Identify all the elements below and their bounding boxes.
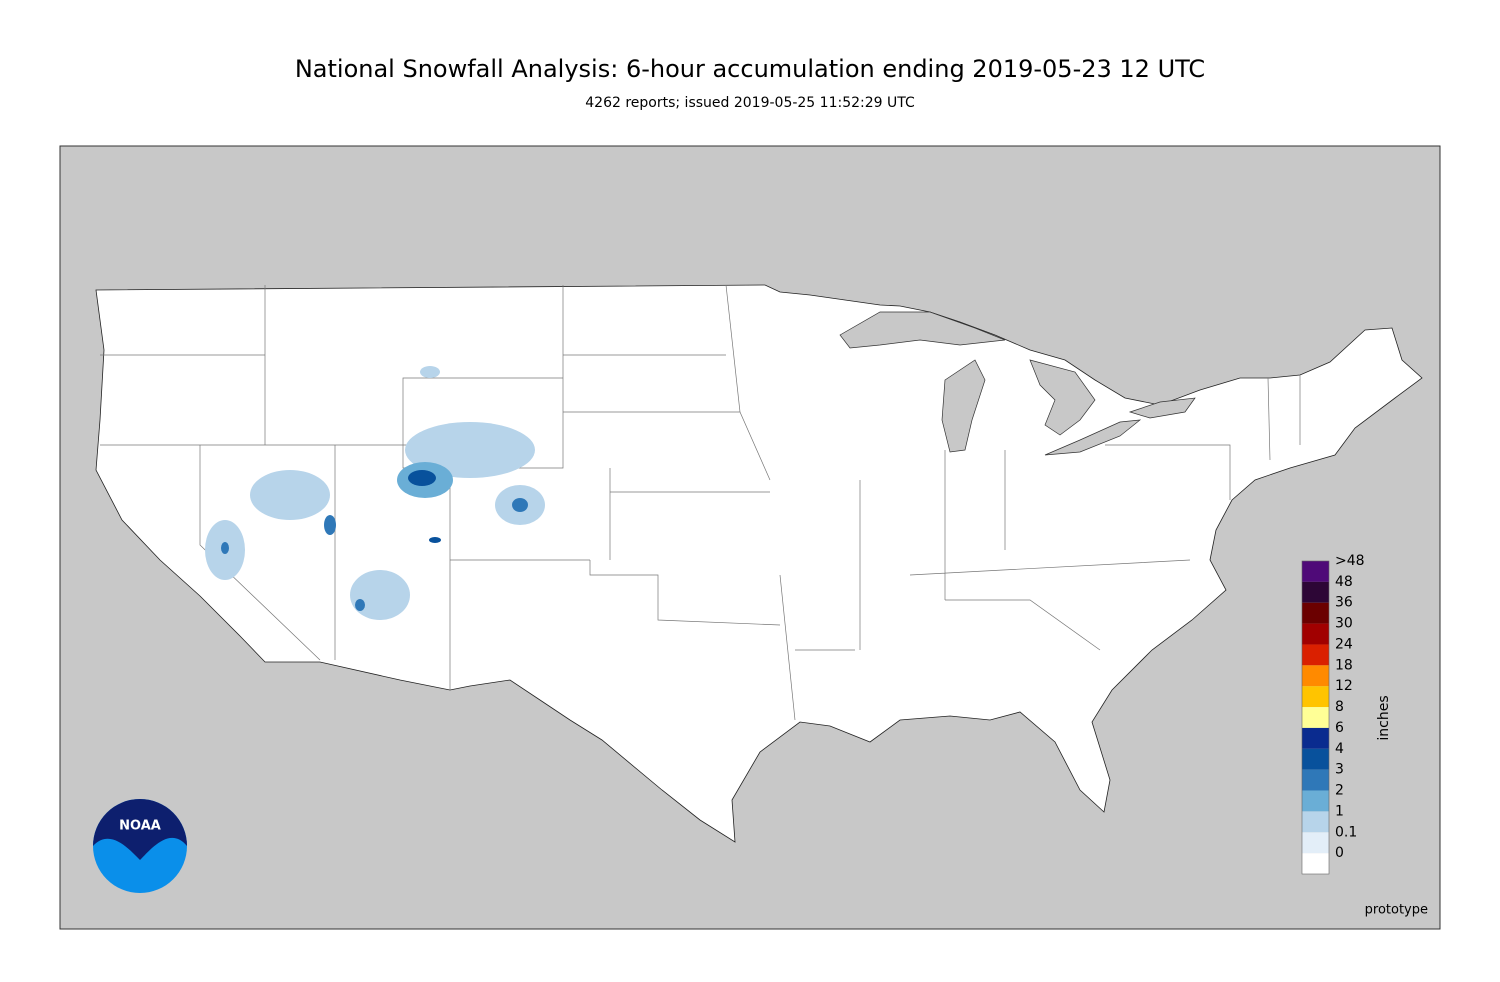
legend-label: 4 xyxy=(1335,741,1344,757)
legend-swatch xyxy=(1302,707,1329,728)
snowfall-shading xyxy=(205,366,545,620)
legend-label: >48 xyxy=(1335,553,1365,569)
legend: >48 48 36 30 24 18 12 8 6 4 3 2 1 0.1 0 xyxy=(1301,553,1365,875)
legend-swatch xyxy=(1302,665,1329,687)
legend-label: 3 xyxy=(1335,762,1344,778)
legend-swatch xyxy=(1302,602,1329,624)
legend-label: 1 xyxy=(1335,803,1344,819)
legend-swatch xyxy=(1302,832,1329,854)
legend-swatch xyxy=(1302,727,1329,749)
title: National Snowfall Analysis: 6-hour accum… xyxy=(295,55,1205,83)
legend-label: 18 xyxy=(1335,657,1353,673)
legend-label: 2 xyxy=(1335,783,1344,799)
state-borders xyxy=(100,284,1301,721)
legend-border xyxy=(1301,560,1330,875)
legend-swatch xyxy=(1302,623,1329,645)
legend-swatch xyxy=(1302,686,1329,708)
noaa-logo: NOAA xyxy=(93,799,187,893)
legend-label: 12 xyxy=(1335,678,1353,694)
logo-text: NOAA xyxy=(119,819,161,834)
legend-swatch xyxy=(1302,769,1329,791)
legend-swatch xyxy=(1302,561,1329,582)
legend-label: 48 xyxy=(1335,574,1353,590)
map xyxy=(59,145,1441,930)
legend-swatch xyxy=(1302,748,1329,770)
legend-swatch xyxy=(1302,811,1329,833)
legend-unit: inches xyxy=(1376,695,1392,740)
legend-swatch xyxy=(1302,790,1329,812)
subtitle: 4262 reports; issued 2019-05-25 11:52:29… xyxy=(585,95,915,111)
legend-label: 24 xyxy=(1335,636,1353,652)
legend-label: 0.1 xyxy=(1335,824,1357,840)
footer-note: prototype xyxy=(1365,903,1428,918)
legend-label: 6 xyxy=(1335,720,1344,736)
legend-label: 36 xyxy=(1335,595,1353,611)
legend-swatch xyxy=(1302,644,1329,666)
great-lakes xyxy=(839,311,1196,456)
legend-swatch xyxy=(1302,581,1329,603)
legend-label: 8 xyxy=(1335,699,1344,715)
legend-swatch xyxy=(1302,853,1329,874)
legend-label: 0 xyxy=(1335,845,1344,861)
legend-label: 30 xyxy=(1335,616,1353,632)
conus xyxy=(95,284,1423,843)
